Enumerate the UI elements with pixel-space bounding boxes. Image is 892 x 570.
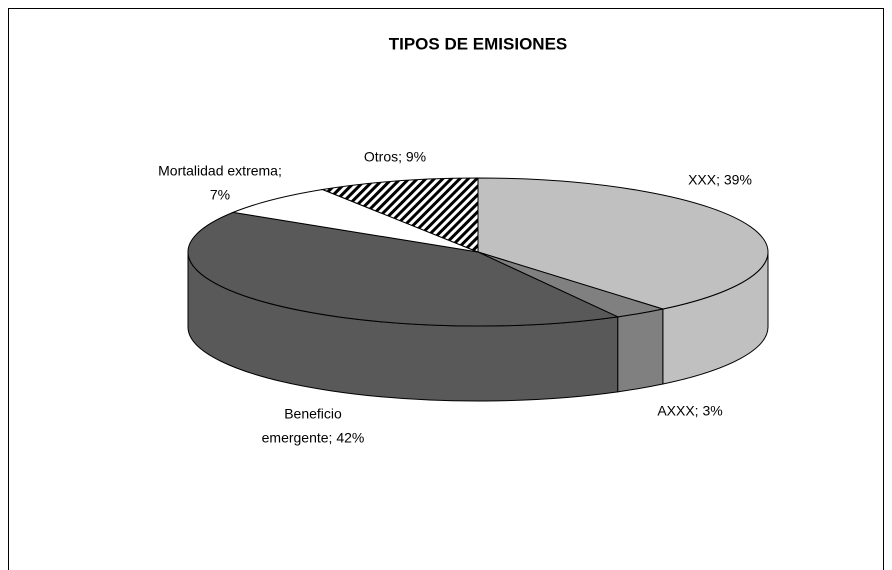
pie-slice (320, 177, 479, 253)
data-label: 7% (210, 187, 230, 203)
data-label: Beneficio (284, 406, 342, 422)
pie-slice (477, 177, 769, 310)
data-label: Mortalidad extrema; (158, 163, 282, 179)
data-label: XXX; 39% (688, 172, 752, 188)
data-label: Otros; 9% (364, 149, 426, 165)
pie-slice (187, 211, 620, 327)
chart-title: TIPOS DE EMISIONES (389, 34, 568, 53)
pie-side (617, 308, 664, 393)
data-label: AXXX; 3% (657, 403, 722, 419)
pie-slice (231, 189, 479, 253)
data-label: emergente; 42% (262, 430, 365, 446)
